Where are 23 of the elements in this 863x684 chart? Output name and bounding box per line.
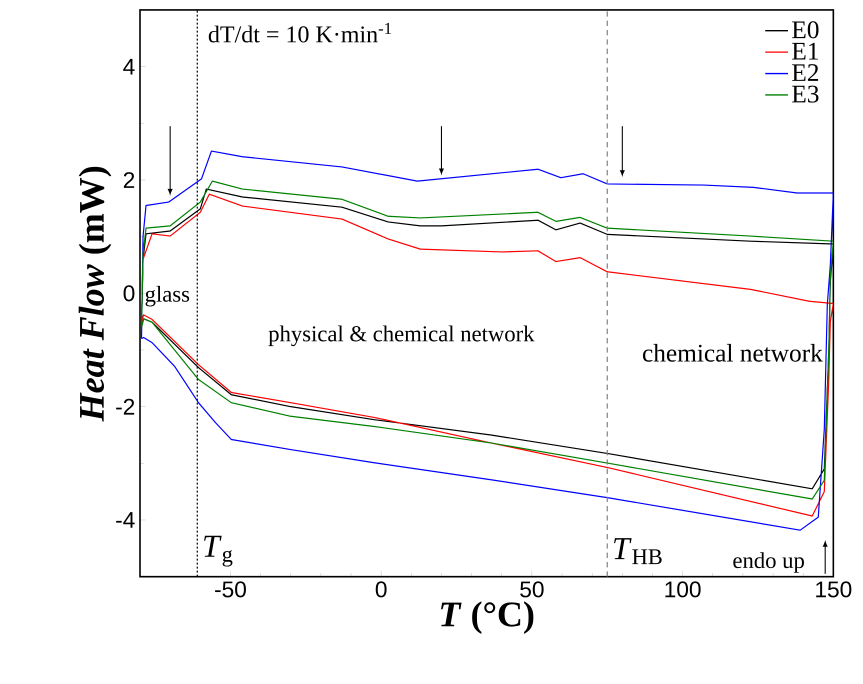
- legend-label: E0: [792, 21, 818, 38]
- annotation: chemical network: [642, 344, 823, 362]
- legend-label: E3: [792, 86, 818, 103]
- annotation: dT/dt = 10 K·min$^{-1}$: [208, 22, 392, 42]
- ref-line-label: T$_{HB}$: [614, 538, 662, 564]
- x-tick-label: 50: [520, 581, 544, 598]
- ref-line-label: T$_{g}$: [204, 536, 232, 567]
- x-axis-title: T (°C): [441, 601, 534, 634]
- y-tick-label: -2: [116, 398, 134, 415]
- legend-label: E1: [792, 42, 818, 60]
- x-tick-label: 100: [665, 581, 701, 598]
- annotation: glass: [146, 286, 190, 306]
- y-tick-label: 4: [123, 58, 135, 74]
- y-tick-label: -4: [116, 512, 135, 528]
- y-tick-label: 2: [124, 172, 134, 188]
- x-tick-label: 0: [376, 581, 387, 598]
- x-tick-label: -50: [215, 581, 246, 598]
- annotation: physical & chemical network: [268, 326, 534, 346]
- x-tick-label: 150: [816, 581, 852, 598]
- y-tick-label: 0: [124, 285, 134, 302]
- y-axis-title: Heat Flow (mW): [78, 166, 112, 422]
- legend-label: E2: [792, 64, 818, 81]
- annotation: endo up: [733, 552, 804, 573]
